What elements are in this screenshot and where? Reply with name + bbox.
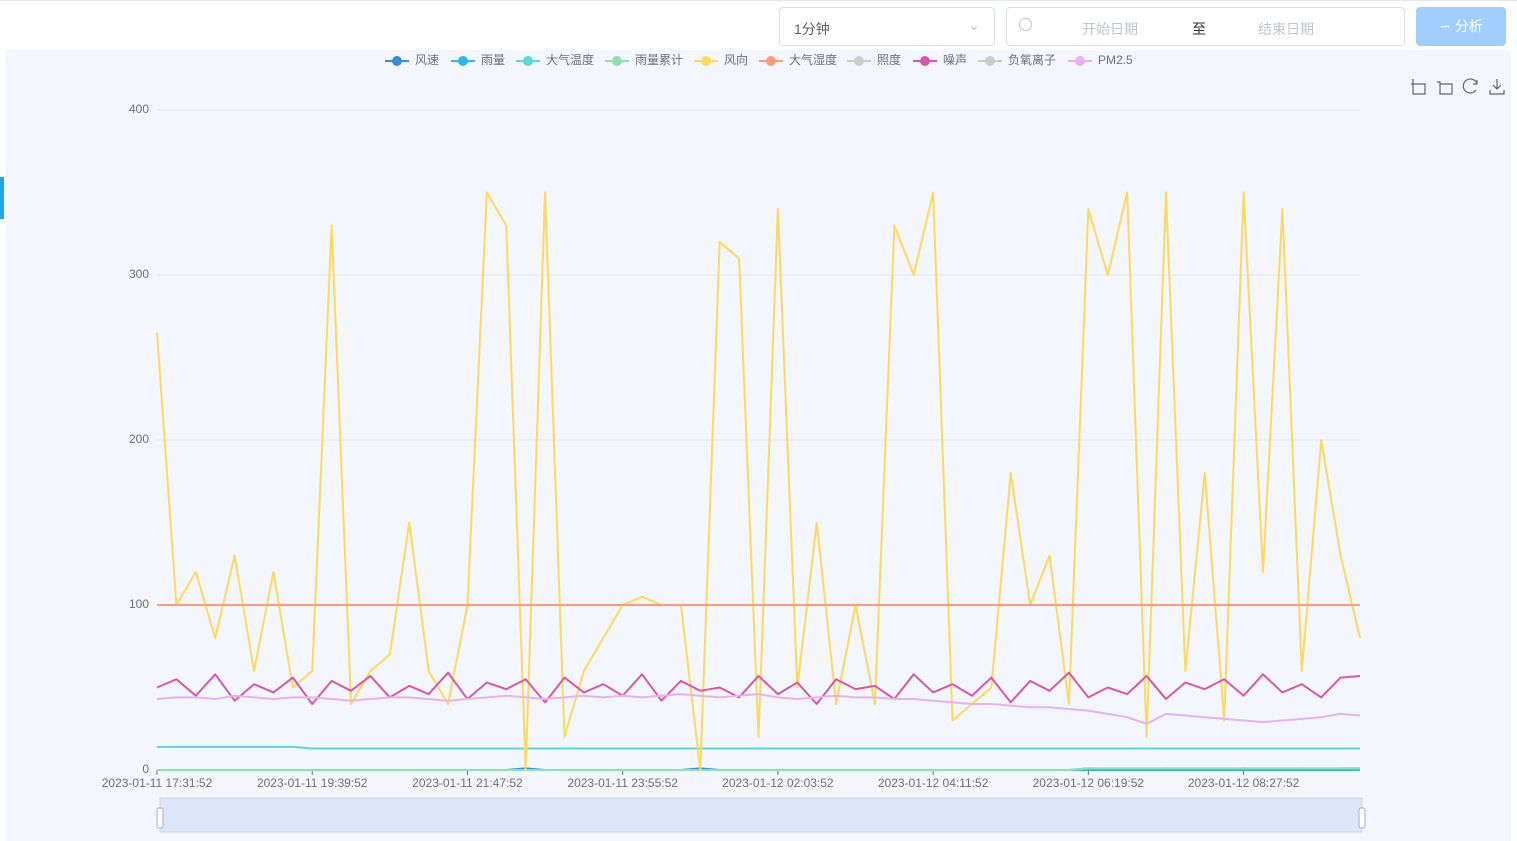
legend-label[interactable]: 大气湿度 xyxy=(789,52,837,67)
y-tick-label: 0 xyxy=(142,762,149,776)
interval-value: 1分钟 xyxy=(794,21,830,37)
legend-dot[interactable] xyxy=(523,56,533,66)
series-line xyxy=(156,671,1361,705)
chart: 0 100 200 300 400 2023-01-11 17:31:52 2023-01-… xyxy=(6,50,1511,841)
separator: 至 xyxy=(1192,21,1206,37)
start-date[interactable]: 开始日期 xyxy=(1082,21,1138,37)
side-accent xyxy=(0,177,4,219)
x-tick-label: 2023-01-12 08:27:52 xyxy=(1188,776,1300,790)
button-label: 分析 xyxy=(1454,18,1483,34)
toolbox xyxy=(1411,78,1505,95)
legend-dot[interactable] xyxy=(854,56,864,66)
legend-label[interactable]: 雨量累计 xyxy=(635,53,683,67)
legend-label[interactable]: 负氧离子 xyxy=(1008,52,1056,67)
legend-label[interactable]: 噪声 xyxy=(943,53,967,67)
legend-dot[interactable] xyxy=(612,56,622,66)
x-tick-label: 2023-01-11 21:47:52 xyxy=(412,776,523,790)
series-line xyxy=(157,767,1360,771)
legend-label[interactable]: 照度 xyxy=(877,52,901,67)
legend-label[interactable]: 雨量 xyxy=(481,53,505,67)
date-range[interactable]: 开始日期 至 结束日期 xyxy=(1006,7,1405,46)
chevron: ⌄ xyxy=(968,17,980,33)
legend-dot[interactable] xyxy=(985,56,995,66)
series-line xyxy=(156,191,1361,771)
top-border xyxy=(0,0,1517,1)
legend-dot[interactable] xyxy=(392,56,402,66)
legend-dot[interactable] xyxy=(920,56,930,66)
x-tick-label: 2023-01-11 19:39:52 xyxy=(257,776,368,790)
legend-label[interactable]: 风向 xyxy=(724,52,748,67)
y-tick-label: 400 xyxy=(129,102,149,116)
zoom-handle[interactable] xyxy=(156,807,164,829)
legend-label[interactable]: 风速 xyxy=(415,53,439,67)
zoom-icon[interactable] xyxy=(1411,79,1426,95)
y-tick-label: 100 xyxy=(129,597,149,611)
x-tick-label: 2023-01-11 23:55:52 xyxy=(567,776,678,790)
legend-label[interactable]: PM2.5 xyxy=(1098,53,1133,67)
legend-dot[interactable] xyxy=(1075,56,1085,66)
legend-label[interactable]: 大气温度 xyxy=(546,52,594,67)
zoom-back-icon[interactable] xyxy=(1437,81,1453,95)
save-icon[interactable] xyxy=(1489,79,1505,95)
x-tick-label: 2023-01-11 17:31:52 xyxy=(102,776,213,790)
analyze-button[interactable]: ∽ 分析 xyxy=(1416,7,1506,46)
end-date[interactable]: 结束日期 xyxy=(1258,21,1314,37)
chart-background xyxy=(6,50,1511,841)
restore-icon[interactable] xyxy=(1462,78,1478,94)
legend-dot[interactable] xyxy=(766,56,776,66)
series-line xyxy=(157,745,1360,750)
x-tick-label: 2023-01-12 06:19:52 xyxy=(1033,776,1145,790)
clock-icon xyxy=(1019,18,1032,31)
legend-dot[interactable] xyxy=(701,56,711,66)
series-line xyxy=(156,693,1361,725)
y-tick-label: 200 xyxy=(129,432,149,446)
data-zoom[interactable] xyxy=(159,797,1363,833)
x-tick-label: 2023-01-12 02:03:52 xyxy=(722,776,834,790)
interval-select[interactable]: 1分钟 ⌄ xyxy=(779,7,995,46)
y-tick-label: 300 xyxy=(129,267,149,281)
x-tick-label: 2023-01-12 04:11:52 xyxy=(878,776,989,790)
legend-dot[interactable] xyxy=(458,56,468,66)
zoom-handle[interactable] xyxy=(1358,807,1366,829)
